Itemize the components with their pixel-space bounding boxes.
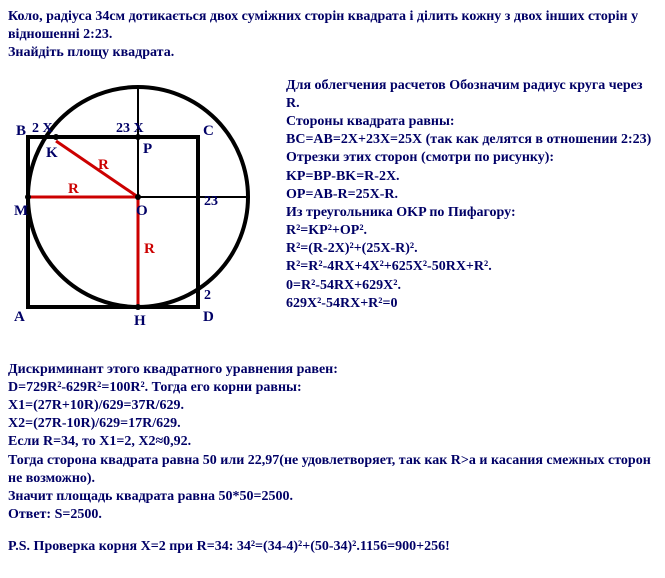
point-K: [53, 134, 59, 140]
label-2X: 2 X: [32, 121, 53, 136]
sol-l2: Стороны квадрата равны:: [286, 113, 657, 131]
solution-continued: Дискриминант этого квадратного уравнения…: [8, 361, 657, 525]
diagram: B C A D K P M O H 2 X 23 X 23 2 R R R: [8, 77, 278, 357]
bl-l6: Тогда сторона квадрата равна 50 или 22,9…: [8, 452, 657, 488]
point-M: [25, 194, 31, 200]
label-H: H: [134, 313, 146, 329]
sol-l12: 629X²-54RX+R²=0: [286, 295, 657, 313]
sol-l3: BC=AB=2X+23X=25X (так как делятся в отно…: [286, 131, 657, 149]
bl-l7: Значит площадь квадрата равна 50*50=2500…: [8, 488, 657, 506]
label-K: K: [46, 145, 58, 161]
square: [28, 137, 198, 307]
label-23: 23: [204, 194, 218, 209]
sol-l8: R²=KP²+OP².: [286, 222, 657, 240]
label-R3: R: [144, 241, 155, 257]
label-C: C: [203, 123, 214, 139]
sol-l4: Отрезки этих сторон (смотри по рисунку):: [286, 149, 657, 167]
problem-line1: Коло, радіуса 34см дотикається двох сумі…: [8, 8, 657, 44]
sol-l10: R²=R²-4RX+4X²+625X²-50RX+R².: [286, 258, 657, 276]
label-B: B: [16, 123, 26, 139]
sol-l11: 0=R²-54RX+629X².: [286, 277, 657, 295]
label-2: 2: [204, 288, 211, 303]
label-R1: R: [68, 181, 79, 197]
bl-l8: Ответ: S=2500.: [8, 506, 657, 524]
label-A: A: [14, 309, 25, 325]
label-P: P: [143, 141, 152, 157]
label-D: D: [203, 309, 214, 325]
sol-l5: KP=BP-BK=R-2X.: [286, 168, 657, 186]
label-23X: 23 X: [116, 121, 144, 136]
problem-statement: Коло, радіуса 34см дотикається двох сумі…: [8, 8, 657, 63]
sol-l6: OP=AB-R=25X-R.: [286, 186, 657, 204]
point-O: [135, 194, 141, 200]
bl-l1: Дискриминант этого квадратного уравнения…: [8, 361, 657, 379]
bl-l3: X1=(27R+10R)/629=37R/629.: [8, 397, 657, 415]
sol-l9: R²=(R-2X)²+(25X-R)².: [286, 240, 657, 258]
problem-line2: Знайдіть площу квадрата.: [8, 44, 657, 62]
label-R2: R: [98, 157, 109, 173]
geometry-figure: B C A D K P M O H 2 X 23 X 23 2 R R R: [8, 77, 278, 357]
point-H: [135, 304, 141, 310]
bl-l5: Если R=34, то X1=2, X2≈0,92.: [8, 433, 657, 451]
bl-l4: X2=(27R-10R)/629=17R/629.: [8, 415, 657, 433]
label-O: O: [136, 203, 148, 219]
label-M: M: [14, 203, 28, 219]
sol-l1: Для облегчения расчетов Обозначим радиус…: [286, 77, 657, 113]
solution-text: Для облегчения расчетов Обозначим радиус…: [278, 77, 657, 313]
postscript: P.S. Проверка корня X=2 при R=34: 34²=(3…: [8, 538, 657, 556]
bl-l2: D=729R²-629R²=100R². Тогда его корни рав…: [8, 379, 657, 397]
sol-l7: Из треугольника OKP по Пифагору:: [286, 204, 657, 222]
